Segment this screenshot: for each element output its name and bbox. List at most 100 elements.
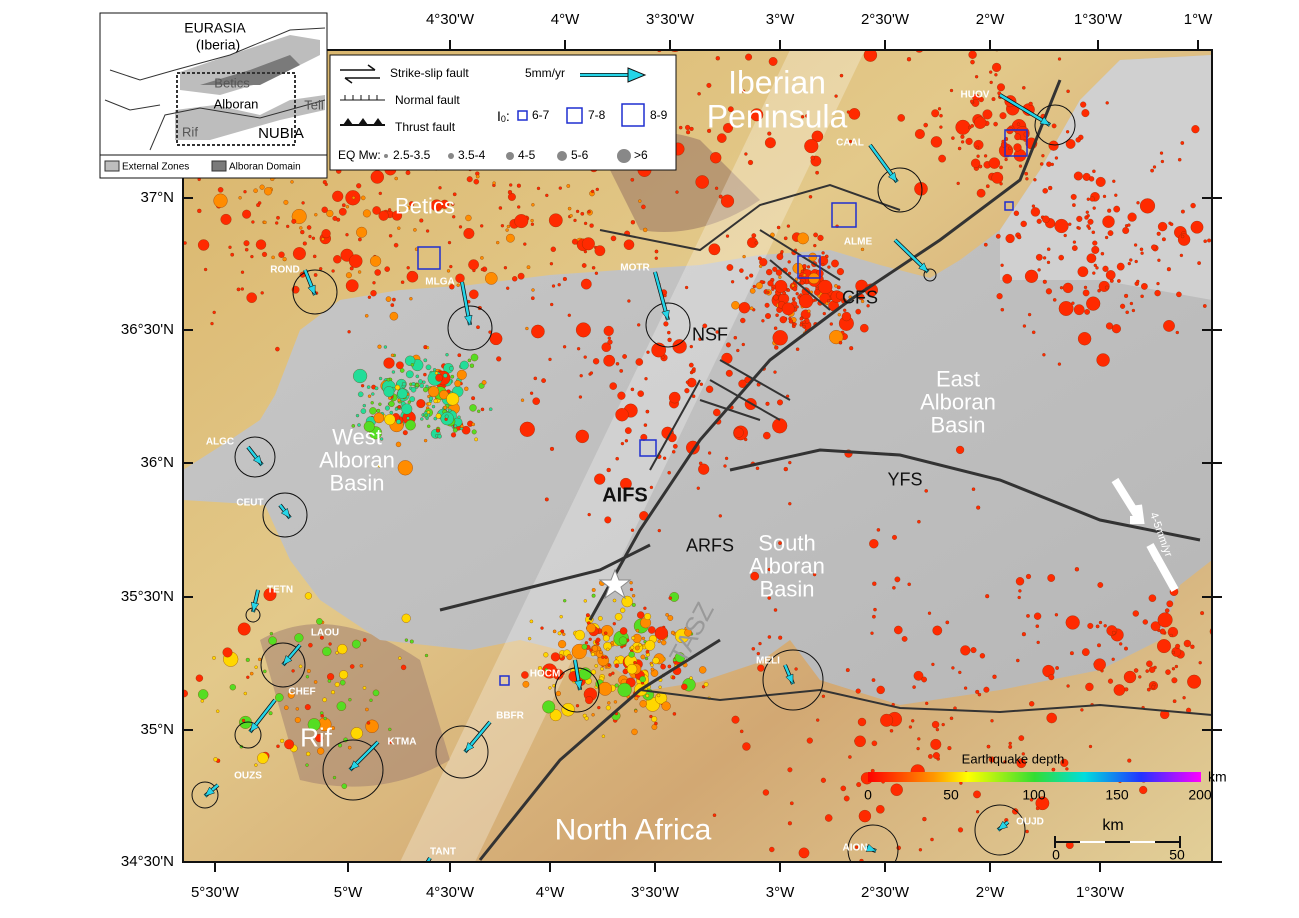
earthquake-dot <box>1104 235 1109 240</box>
earthquake-dot <box>446 392 460 406</box>
earthquake-dot <box>588 637 592 641</box>
earthquake-dot <box>930 837 934 842</box>
earthquake-dot <box>764 302 770 308</box>
gps-arrowhead <box>574 679 583 691</box>
earthquake-dot <box>1069 651 1074 656</box>
earthquake-dot <box>1016 758 1027 769</box>
top-tick-label: 2°W <box>976 11 1005 28</box>
earthquake-dot <box>589 648 593 652</box>
gps-arrowhead <box>249 721 260 733</box>
earthquake-dot <box>1004 157 1008 162</box>
earthquake-dot <box>480 224 484 228</box>
earthquake-dot <box>824 6 827 9</box>
earthquake-dot <box>450 374 455 379</box>
earthquake-dot <box>612 622 616 626</box>
earthquake-dot <box>423 438 428 443</box>
earthquake-dot <box>601 342 612 352</box>
earthquake-dot <box>738 379 747 388</box>
earthquake-dot <box>723 464 727 468</box>
earthquake-dot <box>951 136 955 140</box>
region-label: East Alboran Basin <box>920 366 996 438</box>
earthquake-dot <box>587 512 591 517</box>
earthquake-dot <box>1029 701 1035 707</box>
earthquake-dot <box>575 209 580 214</box>
earthquake-dot <box>938 154 946 163</box>
earthquake-dot <box>610 235 617 242</box>
earthquake-dot <box>983 686 990 693</box>
station-label: TETN <box>267 585 293 596</box>
earthquake-dot <box>901 636 908 642</box>
bottom-tick-label: 2°W <box>976 884 1005 901</box>
earthquake-dot <box>1191 125 1200 134</box>
earthquake-dot <box>449 284 455 290</box>
earthquake-dot <box>1190 644 1195 649</box>
earthquake-dot <box>947 746 952 751</box>
earthquake-dot <box>983 154 988 158</box>
earthquake-dot <box>498 206 503 210</box>
earthquake-dot <box>1174 664 1179 669</box>
earthquake-dot <box>644 613 652 620</box>
colorbar-tick: 200 <box>1188 787 1212 803</box>
earthquake-dot <box>592 358 600 365</box>
earthquake-dot <box>816 718 820 722</box>
gps-arrowhead <box>280 507 291 519</box>
station-label: CEUT <box>236 498 263 509</box>
earthquake-dot <box>1151 684 1156 689</box>
earthquake-dot <box>244 247 249 252</box>
colorbar-title: Earthquake depth <box>962 751 1065 766</box>
earthquake-dot <box>451 202 455 206</box>
earthquake-dot <box>257 752 269 764</box>
earthquake-dot <box>537 26 546 35</box>
earthquake-dot <box>630 220 636 225</box>
bottom-tick-label: 2°30'W <box>861 884 910 901</box>
earthquake-dot <box>825 301 829 306</box>
earthquake-dot <box>319 635 324 640</box>
earthquake-dot <box>718 194 723 199</box>
earthquake-dot <box>1080 101 1087 108</box>
earthquake-dot <box>1048 674 1055 681</box>
earthquake-dot <box>328 642 332 646</box>
gps-error-circle <box>923 268 937 282</box>
gps-stations: HUOV CAAL ALME MOTR ROND MLGA ALGC CEUT TETN LAOU… <box>191 90 1076 862</box>
earthquake-dot <box>366 385 371 389</box>
earthquake-dot <box>1091 245 1100 254</box>
earthquake-dot <box>388 740 393 744</box>
earthquake-dot <box>453 424 458 428</box>
earthquake-dot <box>792 297 796 301</box>
earthquake-dot <box>673 27 678 32</box>
earthquake-dot <box>591 588 596 592</box>
earthquake-dot <box>804 139 819 154</box>
earthquake-dot <box>741 89 746 93</box>
earthquake-dot <box>1167 626 1179 638</box>
colorbar-ramp <box>868 772 1201 782</box>
earthquake-dot <box>492 181 496 185</box>
earthquake-dot <box>1197 261 1201 265</box>
earthquake-dot <box>304 592 312 600</box>
earthquake-dot <box>667 330 671 335</box>
earthquake-dot <box>978 164 983 169</box>
earthquake-dot <box>650 669 659 677</box>
earthquake-dot <box>787 271 792 276</box>
earthquake-dot <box>1046 161 1052 167</box>
fault-label: YFS <box>887 469 923 490</box>
earthquake-dot <box>350 727 363 740</box>
earthquake-dot <box>378 191 382 196</box>
earthquake-dot <box>1073 171 1083 181</box>
earthquake-dot <box>1076 215 1083 222</box>
earthquake-dot <box>558 186 562 190</box>
earthquake-dot <box>345 233 349 237</box>
earthquake-dot <box>817 234 824 241</box>
legend-text: 2.5-3.5 <box>393 148 431 162</box>
earthquake-dot <box>195 674 204 682</box>
gps-arrowhead <box>250 601 260 613</box>
earthquake-dot <box>813 232 818 238</box>
earthquake-dot <box>1218 634 1224 640</box>
earthquake-dot <box>307 718 321 731</box>
earthquake-dot <box>772 330 788 346</box>
legend-text: 6-7 <box>532 108 550 122</box>
earthquake-dot <box>643 606 647 610</box>
colorbar-tick: 100 <box>1022 787 1046 803</box>
earthquake-dot <box>1073 304 1085 316</box>
station-label: ALME <box>844 237 873 248</box>
earthquake-dot <box>1215 634 1218 637</box>
